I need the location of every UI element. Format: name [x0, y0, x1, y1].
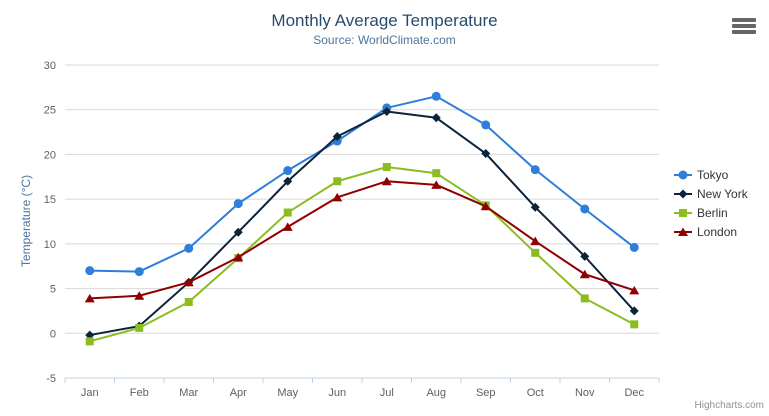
data-point-london[interactable] [579, 269, 590, 279]
data-point-tokyo[interactable] [283, 166, 293, 176]
data-point-berlin[interactable] [135, 323, 144, 332]
data-point-london[interactable] [183, 277, 194, 287]
legend-item-london[interactable]: London [674, 222, 748, 241]
legend-marker-diamond-icon [674, 189, 692, 198]
data-point-tokyo[interactable] [431, 91, 441, 101]
data-point-tokyo[interactable] [481, 120, 491, 130]
series-tokyo [85, 91, 639, 277]
legend-item-tokyo[interactable]: Tokyo [674, 165, 748, 184]
data-point-tokyo[interactable] [85, 266, 95, 276]
legend-marker-london [678, 227, 688, 236]
data-point-london[interactable] [629, 285, 640, 295]
data-point-berlin[interactable] [283, 208, 292, 217]
data-point-berlin[interactable] [432, 169, 441, 178]
data-point-tokyo[interactable] [134, 267, 144, 277]
y-axis-tick-label: 25 [44, 105, 56, 117]
data-point-new-york[interactable] [283, 176, 293, 186]
y-axis-tick-label: -5 [46, 373, 56, 385]
series-line-new-york [88, 110, 636, 337]
data-point-london[interactable] [282, 222, 293, 231]
data-point-new-york[interactable] [481, 149, 491, 159]
y-axis-tick-label: 20 [44, 149, 56, 161]
data-point-london[interactable] [381, 176, 392, 186]
data-point-london[interactable] [134, 291, 145, 300]
y-axis-title: Temperature (°C) [19, 174, 33, 268]
legend: Tokyo New York Berlin London [674, 165, 748, 241]
chart-subtitle: Source: WorldClimate.com [313, 33, 456, 47]
legend-marker-circle-icon [674, 170, 692, 179]
data-point-berlin[interactable] [382, 162, 391, 171]
series-new-york [85, 107, 639, 340]
y-axis-tick-label: 0 [50, 328, 56, 340]
x-axis-tick-label: May [277, 387, 298, 399]
legend-item-berlin[interactable]: Berlin [674, 203, 748, 222]
legend-marker-tokyo [678, 170, 688, 179]
y-axis-tick-label: 30 [44, 60, 56, 72]
x-axis-tick-label: Apr [230, 387, 247, 399]
data-point-tokyo[interactable] [580, 204, 590, 214]
legend-marker-triangle-icon [674, 227, 692, 236]
x-axis-tick-label: Oct [527, 387, 544, 399]
series-line-berlin [88, 165, 636, 343]
x-axis-tick-label: Jan [81, 387, 99, 399]
x-axis-tick-label: Feb [130, 387, 149, 399]
data-point-new-york[interactable] [530, 202, 540, 212]
legend-marker-square-icon [674, 208, 692, 217]
y-axis-tick-label: 10 [44, 239, 56, 251]
data-point-tokyo[interactable] [629, 242, 639, 252]
x-axis-tick-label: Mar [179, 387, 198, 399]
x-axis-tick-label: Aug [426, 387, 446, 399]
data-point-london[interactable] [480, 201, 491, 211]
data-point-berlin[interactable] [630, 320, 639, 329]
data-point-new-york[interactable] [332, 132, 342, 142]
data-point-london[interactable] [233, 252, 244, 262]
legend-label: New York [697, 186, 748, 201]
y-axis-tick-label: 15 [44, 194, 56, 206]
credits-link[interactable]: Highcharts.com [694, 400, 764, 411]
legend-label: Berlin [697, 205, 728, 220]
data-point-tokyo[interactable] [233, 199, 243, 209]
data-point-berlin[interactable] [333, 177, 342, 186]
data-point-new-york[interactable] [629, 306, 639, 316]
data-point-new-york[interactable] [85, 330, 95, 340]
data-point-berlin[interactable] [85, 337, 94, 346]
legend-marker-new-york [678, 189, 688, 198]
data-point-berlin[interactable] [184, 297, 193, 306]
data-point-new-york[interactable] [233, 227, 243, 237]
hamburger-icon [732, 18, 756, 34]
legend-label: Tokyo [697, 167, 729, 182]
data-point-new-york[interactable] [382, 107, 392, 117]
data-point-new-york[interactable] [431, 113, 441, 123]
data-point-london[interactable] [84, 293, 95, 303]
x-axis-tick-label: Jun [328, 387, 346, 399]
data-point-london[interactable] [332, 192, 343, 202]
data-point-tokyo[interactable] [530, 165, 540, 175]
data-point-tokyo[interactable] [184, 243, 194, 253]
series-line-tokyo [88, 95, 636, 273]
x-axis-tick-label: Jul [380, 387, 394, 399]
data-point-berlin[interactable] [580, 294, 589, 303]
data-point-berlin[interactable] [531, 248, 540, 257]
legend-marker-berlin [679, 208, 687, 217]
context-menu-button[interactable] [731, 16, 757, 38]
chart-title: Monthly Average Temperature [271, 11, 498, 30]
legend-item-new-york[interactable]: New York [674, 184, 748, 203]
series-london [84, 176, 640, 303]
x-axis-tick-label: Dec [624, 387, 644, 399]
data-point-new-york[interactable] [580, 251, 590, 261]
data-point-london[interactable] [530, 236, 541, 246]
legend-label: London [697, 224, 738, 239]
data-point-london[interactable] [431, 180, 442, 189]
x-axis-tick-label: Nov [575, 387, 595, 399]
y-axis-tick-label: 5 [50, 284, 56, 296]
x-axis-tick-label: Sep [476, 387, 496, 399]
series-line-london [88, 180, 636, 300]
